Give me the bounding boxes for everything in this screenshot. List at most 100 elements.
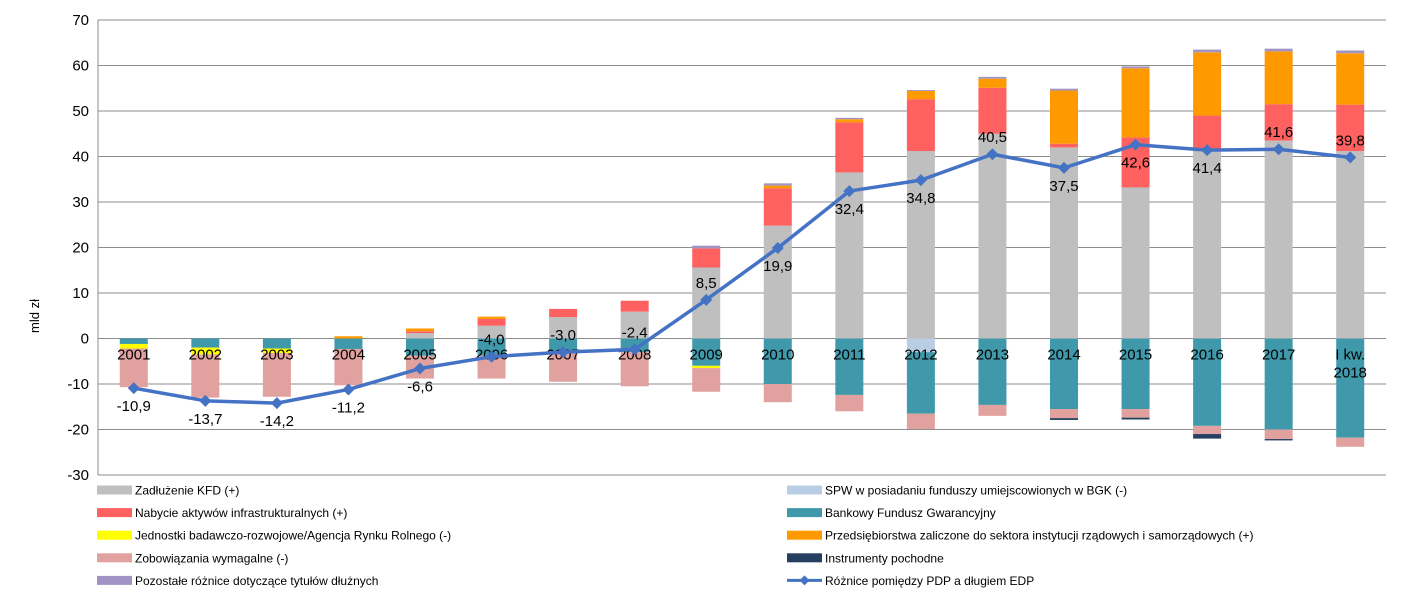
bar-segment-przedsiebiorstwa-zaliczone-do-sektora-instytucji-rzadowych-i-samorzadowych [1336,53,1365,105]
bar-segment-bankowy-fundusz-gwarancyjny [1336,338,1365,438]
bar-segment-instrumenty-pochodne [1264,439,1293,441]
legend-label: Bankowy Fundusz Gwarancyjny [825,506,996,520]
line-marker [628,343,641,356]
bar-segment-przedsiebiorstwa-zaliczone-do-sektora-instytucji-rzadowych-i-samorzadowych [406,328,434,332]
x-category-label: 2012 [904,347,937,364]
bar-segment-przedsiebiorstwa-zaliczone-do-sektora-instytucji-rzadowych-i-samorzadowych [835,119,864,123]
bar-segment-nabycie-aktywow-infrastrukturalnych [477,318,506,326]
bar-segment-pozostale-roznice-dotyczace-tytulow-dluznych [1121,66,1150,69]
line-data-labels: -10,9 -13,7 -14,2 -11,2 -6,6 -4,0 -3,0 -2,4 8,5 1… [117,124,1365,430]
bar-segment-jednostki-badawczo-rozwojowe-agencja-rynku-rolnego [262,348,291,354]
legend-item-instrumenty-pochodne: Instrumenty pochodne [787,551,944,565]
line-marker [986,148,999,161]
line-data-label: -13,7 [188,411,222,428]
bar-segment-zobowiazania-wymagalne [334,348,363,386]
legend-item-przedsiebiorstwa-zaliczone-do-sektora-instytucji-rzadowych-i-samorzadowych: Przedsiębiorstwa zaliczone do sektora in… [787,529,1254,543]
line-data-label: -6,6 [407,379,433,396]
line-data-label: -11,2 [332,399,365,416]
bar-segment-zadluzenie-kfd [477,325,506,339]
bar-segment-zadluzenie-kfd [549,317,578,339]
bar-segment-zobowiazania-wymagalne [262,353,291,397]
bar-segment-bankowy-fundusz-gwarancyjny [763,338,792,384]
line-marker [1129,138,1142,151]
line-pdp-edp [133,142,1351,405]
bar-segment-bankowy-fundusz-gwarancyjny [119,338,148,344]
bar-segment-zobowiazania-wymagalne [978,404,1007,416]
bar-segment-przedsiebiorstwa-zaliczone-do-sektora-instytucji-rzadowych-i-samorzadowych [906,90,935,100]
line-data-label: 42,6 [1121,155,1150,172]
bar-segment-pozostale-roznice-dotyczace-tytulow-dluznych [1336,50,1365,54]
legend-swatch [787,485,822,495]
bar-segment-nabycie-aktywow-infrastrukturalnych [763,188,792,226]
legend-label: Przedsiębiorstwa zaliczone do sektora in… [825,529,1254,543]
legend-item-zadluzenie-kfd: Zadłużenie KFD (+) [97,484,239,498]
legend-swatch [97,553,132,563]
line-marker [1201,144,1214,157]
legend-swatch [787,530,822,540]
bar-segment-bankowy-fundusz-gwarancyjny [549,338,578,354]
bar-segment-przedsiebiorstwa-zaliczone-do-sektora-instytucji-rzadowych-i-samorzadowych [1050,90,1078,144]
legend-label: SPW w posiadaniu funduszy umiejscowionyc… [825,484,1127,498]
y-tick-label: 70 [72,12,89,29]
legend-item-spw-w-posiadaniu-funduszy-umiejscowionych-w-bgk: SPW w posiadaniu funduszy umiejscowionyc… [787,484,1127,498]
bar-segment-zadluzenie-kfd [406,333,434,339]
line-data-label: -3,0 [550,327,576,344]
bar-segment-zobowiazania-wymagalne [692,368,721,392]
bar-segment-zadluzenie-kfd [1193,149,1222,339]
legend-item-jednostki-badawczo-rozwojowe-agencja-rynku-rolnego: Jednostki badawczo-rozwojowe/Agencja Ryn… [97,529,451,543]
y-tick-label: 60 [72,58,89,75]
legend-item-roznice-pomiedzy-pdp-a-dlugiem-edp: Różnice pomiędzy PDP a długiem EDP [787,574,1034,588]
legend: Zadłużenie KFD (+) SPW w posiadaniu fundu… [97,484,1254,588]
bar-segment-przedsiebiorstwa-zaliczone-do-sektora-instytucji-rzadowych-i-samorzadowych [477,316,506,319]
pdp-edp-line [127,138,1357,410]
x-category-label: 2013 [976,347,1009,364]
legend-label: Zadłużenie KFD (+) [135,484,239,498]
bar-segment-przedsiebiorstwa-zaliczone-do-sektora-instytucji-rzadowych-i-samorzadowych [1121,68,1150,138]
legend-swatch [97,485,132,495]
legend-item-pozostale-roznice-dotyczace-tytulow-dluznych: Pozostałe różnice dotyczące tytułów dłuż… [97,574,378,588]
line-marker [557,346,570,359]
bar-segment-jednostki-badawczo-rozwojowe-agencja-rynku-rolnego [692,365,721,369]
legend-item-nabycie-aktywow-infrastrukturalnych: Nabycie aktywów infrastrukturalnych (+) [97,506,347,520]
bar-segment-zobowiazania-wymagalne [191,354,220,398]
bar-segment-zadluzenie-kfd [1121,187,1150,339]
bar-segment-zadluzenie-kfd [1264,140,1293,339]
x-category-label: 2003 [260,347,293,364]
bar-segment-zadluzenie-kfd [620,311,649,339]
line-data-label: 41,6 [1264,124,1293,141]
bar-segment-bankowy-fundusz-gwarancyjny [334,338,363,349]
bar-segment-pozostale-roznice-dotyczace-tytulow-dluznych [1264,48,1293,52]
line-marker [199,394,212,407]
line-data-label: 37,5 [1049,178,1078,195]
bar-segment-pozostale-roznice-dotyczace-tytulow-dluznych [1050,88,1078,91]
bar-segment-zobowiazania-wymagalne [477,355,506,379]
gridlines [98,19,1386,476]
bar-segment-zadluzenie-kfd [978,133,1007,339]
line-marker [485,350,498,363]
line-marker [1272,143,1285,156]
bar-segment-przedsiebiorstwa-zaliczone-do-sektora-instytucji-rzadowych-i-samorzadowych [978,78,1007,88]
bar-segment-pozostale-roznice-dotyczace-tytulow-dluznych [906,90,935,91]
line-marker [414,362,426,375]
x-category-label: I kw. 2018 [1334,347,1367,382]
line-marker [127,382,140,395]
x-axis-category-labels: 2001200220032004200520062007200820092010… [117,347,1367,382]
bar-segment-zobowiazania-wymagalne [1121,409,1150,418]
x-category-label: 2014 [1047,347,1080,364]
bar-segment-bankowy-fundusz-gwarancyjny [191,338,220,348]
legend-label: Instrumenty pochodne [825,551,944,565]
x-category-label: 2001 [117,347,150,364]
x-category-label: 2005 [403,347,436,364]
bar-segment-pozostale-roznice-dotyczace-tytulow-dluznych [978,76,1007,79]
bar-segment-zobowiazania-wymagalne [1264,429,1293,440]
bar-segment-nabycie-aktywow-infrastrukturalnych [1193,115,1222,150]
bar-segment-nabycie-aktywow-infrastrukturalnych [1050,143,1078,148]
legend-swatch [97,508,132,518]
bar-segment-nabycie-aktywow-infrastrukturalnych [835,122,864,173]
line-data-label: 8,5 [696,275,717,292]
line-data-label: 32,4 [835,201,864,218]
bar-segment-zobowiazania-wymagalne [1050,409,1078,419]
x-category-label: 2011 [833,347,865,364]
bar-segment-przedsiebiorstwa-zaliczone-do-sektora-instytucji-rzadowych-i-samorzadowych [1264,51,1293,105]
